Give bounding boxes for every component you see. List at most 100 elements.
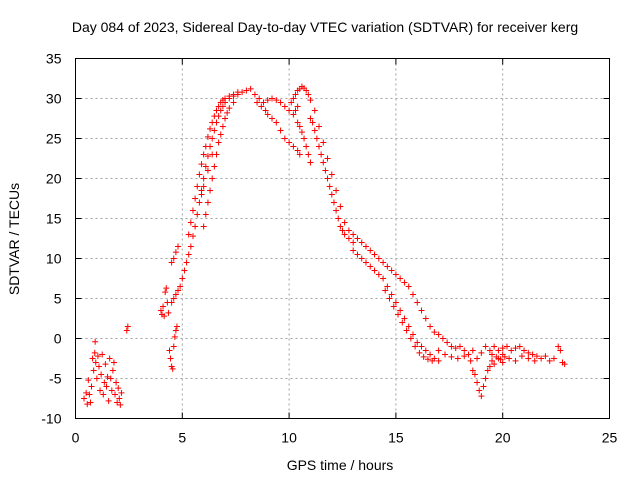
data-point (204, 167, 211, 174)
data-point (273, 119, 280, 126)
data-point (294, 147, 301, 154)
data-point (260, 99, 267, 106)
data-point (375, 271, 382, 278)
data-point (341, 231, 348, 238)
data-point (100, 391, 107, 398)
data-point (324, 155, 331, 162)
data-point (418, 307, 425, 314)
data-point (165, 309, 172, 316)
data-point (207, 187, 214, 194)
data-point (518, 353, 525, 360)
x-axis-label: GPS time / hours (287, 457, 394, 473)
data-point (405, 283, 412, 290)
data-point (390, 303, 397, 310)
data-point (345, 235, 352, 242)
data-point (160, 303, 167, 310)
data-point (187, 243, 194, 250)
data-point (247, 85, 254, 92)
data-point (320, 159, 327, 166)
data-point (104, 373, 111, 380)
data-point (290, 111, 297, 118)
data-point (288, 99, 295, 106)
data-point (200, 175, 207, 182)
data-point (525, 355, 532, 362)
data-point (461, 347, 468, 354)
data-point (286, 107, 293, 114)
data-point (482, 343, 489, 350)
data-point (94, 353, 101, 360)
data-point (84, 401, 91, 408)
data-point (124, 323, 131, 330)
data-point (435, 331, 442, 338)
data-point (503, 343, 510, 350)
data-point (175, 243, 182, 250)
data-point (414, 339, 421, 346)
data-point (296, 151, 303, 158)
data-point (333, 207, 340, 214)
data-point (431, 329, 438, 336)
y-tick-label: 15 (46, 211, 62, 227)
chart-title: Day 084 of 2023, Sidereal Day-to-day VTE… (72, 19, 578, 35)
data-point (456, 343, 463, 350)
data-point (307, 159, 314, 166)
data-point (211, 163, 218, 170)
data-point (303, 143, 310, 150)
data-point (478, 349, 485, 356)
data-point (202, 163, 209, 170)
data-point (493, 353, 500, 360)
data-point (484, 367, 491, 374)
data-point (384, 283, 391, 290)
y-tick-label: 10 (46, 251, 62, 267)
data-point (101, 379, 108, 386)
data-point (106, 355, 113, 362)
data-point (187, 219, 194, 226)
data-point (328, 191, 335, 198)
data-point (107, 375, 114, 382)
data-point (251, 91, 258, 98)
data-point (486, 363, 493, 370)
data-point (452, 345, 459, 352)
data-point (388, 291, 395, 298)
data-point (538, 355, 545, 362)
data-point (448, 353, 455, 360)
x-tick-label: 10 (281, 430, 297, 446)
data-point (213, 107, 220, 114)
data-point (230, 91, 237, 98)
data-point (118, 389, 125, 396)
data-point (204, 133, 211, 140)
data-point (435, 357, 442, 364)
data-point (226, 105, 233, 112)
data-point (508, 347, 515, 354)
data-point (546, 357, 553, 364)
data-point (309, 119, 316, 126)
data-point (116, 395, 123, 402)
data-point (386, 295, 393, 302)
data-point (397, 307, 404, 314)
data-point (491, 361, 498, 368)
data-point (170, 343, 177, 350)
data-point (303, 87, 310, 94)
data-point (350, 247, 357, 254)
data-point (324, 175, 331, 182)
data-point (550, 355, 557, 362)
data-point (185, 251, 192, 258)
data-point (429, 357, 436, 364)
data-point (123, 327, 130, 334)
y-tick-label: 25 (46, 131, 62, 147)
x-tick-label: 0 (72, 430, 80, 446)
data-point (292, 107, 299, 114)
data-point (211, 127, 218, 134)
data-point (512, 357, 519, 364)
data-point (209, 175, 216, 182)
data-point (173, 323, 180, 330)
data-point (489, 351, 496, 358)
data-point (469, 367, 476, 374)
data-point (489, 357, 496, 364)
y-tick-label: 5 (54, 291, 62, 307)
data-point (97, 387, 104, 394)
data-point (330, 199, 337, 206)
data-point (192, 195, 199, 202)
data-point (471, 371, 478, 378)
y-tick-labels: -10 -5 0 5 10 15 20 25 30 35 (41, 51, 61, 427)
